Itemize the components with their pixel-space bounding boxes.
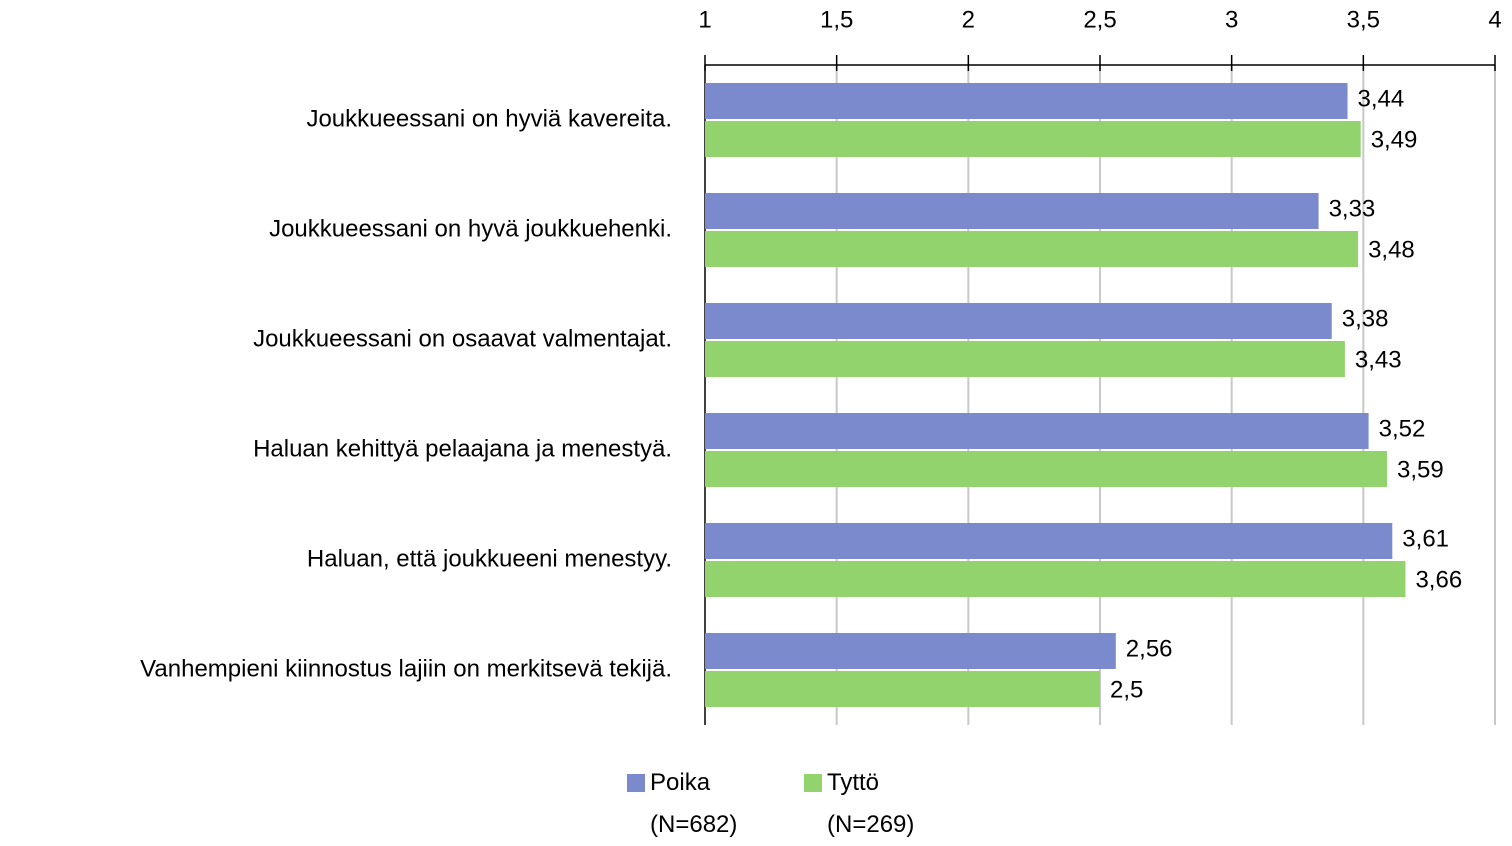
value-label: 3,48: [1368, 236, 1415, 263]
value-label: 2,56: [1126, 635, 1173, 662]
legend-swatch: [627, 774, 645, 792]
legend-item: Poika (N=682): [627, 762, 760, 846]
value-label: 3,49: [1371, 126, 1418, 153]
value-label: 3,44: [1358, 85, 1405, 112]
x-tick-label: 3: [1225, 6, 1238, 33]
bar: [705, 671, 1100, 707]
value-label: 3,66: [1415, 566, 1462, 593]
y-tick-label: Haluan kehittyä pelaajana ja menestyä.: [253, 435, 672, 462]
y-tick-label: Joukkueessani on osaavat valmentajat.: [253, 325, 672, 352]
bar: [705, 303, 1332, 339]
x-tick-label: 4: [1488, 6, 1501, 33]
bar: [705, 561, 1406, 597]
bar: [705, 451, 1388, 487]
x-tick-label: 1,5: [820, 6, 853, 33]
legend-swatch: [804, 774, 822, 792]
bar: [705, 193, 1319, 229]
bar: [705, 231, 1359, 267]
y-tick-label: Vanhempieni kiinnostus lajiin on merkits…: [140, 655, 672, 682]
value-label: 3,61: [1402, 525, 1449, 552]
y-tick-label: Haluan, että joukkueeni menestyy.: [307, 545, 672, 572]
x-tick-label: 2: [962, 6, 975, 33]
x-tick-label: 3,5: [1347, 6, 1380, 33]
y-tick-label: Joukkueessani on hyviä kavereita.: [306, 105, 672, 132]
value-label: 3,33: [1329, 195, 1376, 222]
value-label: 3,52: [1379, 415, 1426, 442]
y-tick-label: Joukkueessani on hyvä joukkuehenki.: [269, 215, 672, 242]
x-tick-label: 1: [698, 6, 711, 33]
value-label: 2,5: [1110, 676, 1143, 703]
bar: [705, 83, 1348, 119]
bar: [705, 121, 1361, 157]
legend: Poika (N=682) Tyttö (N=269): [627, 762, 937, 846]
bar: [705, 413, 1369, 449]
bar: [705, 341, 1345, 377]
value-label: 3,59: [1397, 456, 1444, 483]
value-label: 3,38: [1342, 305, 1389, 332]
bar: [705, 523, 1393, 559]
legend-label: Tyttö (N=269): [827, 769, 915, 838]
legend-item: Tyttö (N=269): [804, 762, 937, 846]
bar: [705, 633, 1116, 669]
value-label: 3,43: [1355, 346, 1402, 373]
x-tick-label: 2,5: [1083, 6, 1116, 33]
legend-label: Poika (N=682): [650, 769, 738, 838]
